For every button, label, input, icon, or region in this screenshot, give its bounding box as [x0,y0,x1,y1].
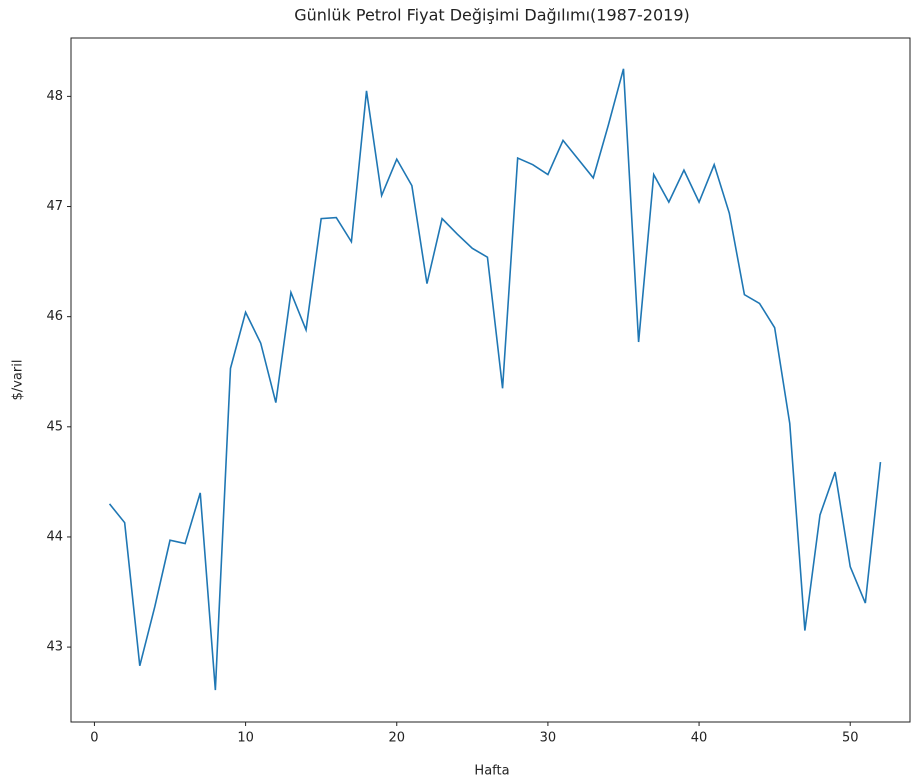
y-axis-label: $/varil [11,360,26,401]
x-tick-label: 40 [691,731,708,746]
y-tick-label: 48 [46,89,63,104]
y-tick-label: 45 [46,419,63,434]
x-axis-label: Hafta [474,764,509,779]
y-tick-label: 44 [46,529,63,544]
x-tick-label: 30 [540,731,557,746]
x-tick-label: 20 [388,731,405,746]
chart-title: Günlük Petrol Fiyat Değişimi Dağılımı(19… [294,6,689,25]
x-tick-label: 50 [842,731,859,746]
plot-frame [70,37,911,723]
y-tick-label: 46 [46,309,63,324]
y-tick-label: 43 [46,640,63,655]
x-tick-label: 0 [90,731,98,746]
y-tick-label: 47 [46,199,63,214]
x-tick-label: 10 [237,731,254,746]
data-line [108,68,882,691]
